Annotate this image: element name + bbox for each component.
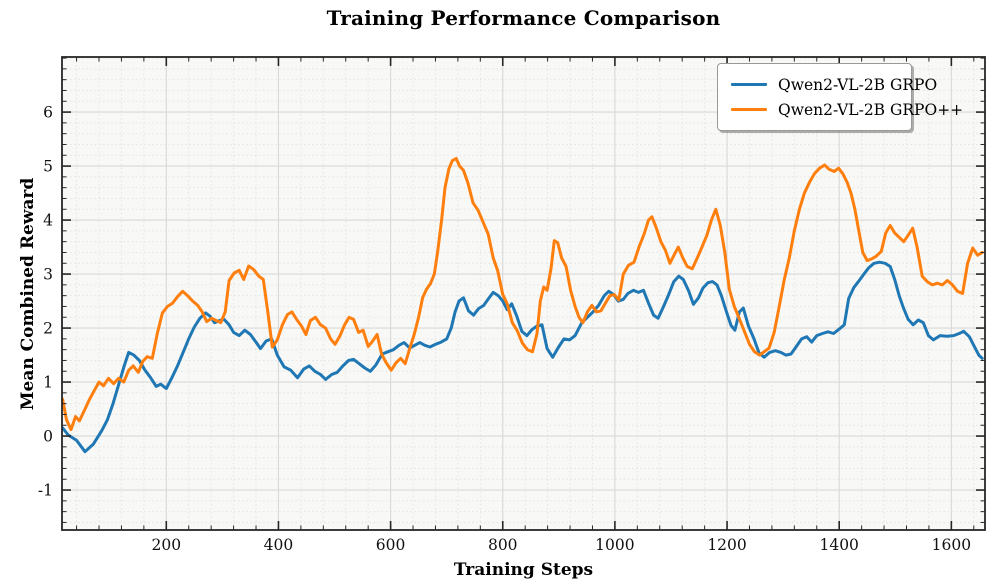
svg-text:5: 5 xyxy=(43,158,53,176)
axes-spines xyxy=(61,56,986,531)
svg-text:400: 400 xyxy=(264,536,294,554)
x-axis-label: Training Steps xyxy=(453,560,594,580)
legend-entry-grpo-plus-plus: Qwen2-VL-2B GRPO++ xyxy=(718,101,963,119)
svg-text:1000: 1000 xyxy=(595,536,634,554)
svg-text:200: 200 xyxy=(152,536,182,554)
legend-line-swatch-blue xyxy=(731,83,767,86)
chart-title: Training Performance Comparison xyxy=(326,6,721,30)
series-line-grpo-plus-plus xyxy=(62,157,984,432)
svg-text:-1: -1 xyxy=(38,482,53,500)
svg-text:4: 4 xyxy=(43,212,53,230)
svg-text:3: 3 xyxy=(43,266,53,284)
tick-marks xyxy=(62,57,985,530)
svg-text:1200: 1200 xyxy=(707,536,746,554)
legend-label: Qwen2-VL-2B GRPO++ xyxy=(778,100,964,119)
legend-entry-grpo: Qwen2-VL-2B GRPO xyxy=(718,76,937,94)
svg-text:600: 600 xyxy=(376,536,406,554)
svg-text:1400: 1400 xyxy=(819,536,858,554)
y-axis-label: Mean Combined Reward xyxy=(18,177,38,411)
legend-line-swatch-orange xyxy=(731,108,767,111)
legend-label: Qwen2-VL-2B GRPO xyxy=(778,75,938,94)
svg-text:0: 0 xyxy=(43,428,53,446)
svg-text:800: 800 xyxy=(488,536,518,554)
legend: Qwen2-VL-2B GRPO Qwen2-VL-2B GRPO++ xyxy=(717,63,963,131)
plot-background xyxy=(62,57,985,530)
svg-text:1: 1 xyxy=(43,374,53,392)
svg-text:6: 6 xyxy=(43,104,53,122)
svg-text:2: 2 xyxy=(43,320,53,338)
tick-labels: 200 400 600 800 1000 1200 1400 1600 -1 0 1 2 3 4 5 6 xyxy=(38,104,971,554)
svg-text:1600: 1600 xyxy=(932,536,971,554)
